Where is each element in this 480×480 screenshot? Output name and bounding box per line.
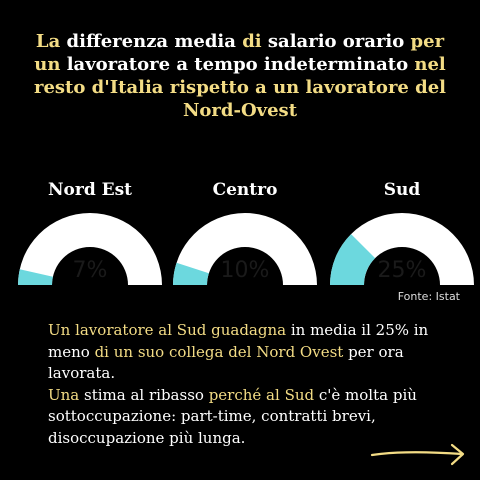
arrow-right-icon[interactable] <box>368 440 468 470</box>
title-segment: differenza media <box>60 31 243 52</box>
title-segment: per <box>410 31 445 52</box>
body-segment: di un suo collega del Nord Ovest <box>94 342 344 361</box>
body-segment: perché al Sud <box>208 385 315 404</box>
gauge-track <box>18 213 162 285</box>
body-segment: stima al ribasso <box>79 385 209 404</box>
body-segment: in media il 25% in meno <box>48 321 429 361</box>
gauge-fill <box>18 269 53 285</box>
source-note: Fonte: Istat <box>397 290 460 303</box>
body-segment: c'è molta più sottoccupazione: part-time… <box>48 385 417 447</box>
gauge-value-label: 10% <box>220 258 270 283</box>
gauge-value-label: 25% <box>377 258 427 283</box>
title-segment: La <box>35 31 61 52</box>
body-text: Un lavoratore al Sud guadagna in media i… <box>48 320 463 449</box>
body-segment: Una <box>48 385 80 404</box>
gauge-region-label: Sud <box>383 180 421 200</box>
gauge-value-label: 7% <box>72 258 108 283</box>
body-segment: Un lavoratore al Sud guadagna <box>48 321 287 339</box>
headline: La differenza media di salario orario pe… <box>20 30 460 122</box>
gauge-fill <box>173 262 209 285</box>
title-segment: lavoratore a tempo indeterminato <box>60 54 415 75</box>
title-segment: salario orario <box>261 31 411 52</box>
gauge-track <box>173 213 317 285</box>
gauge-region-label: Centro <box>212 180 278 200</box>
title-segment: nel <box>414 54 446 75</box>
gauges-svg <box>18 213 474 285</box>
title-segment: un <box>34 54 61 75</box>
title-segment: Nord-Ovest <box>182 100 298 121</box>
gauge-region-label: Nord Est <box>47 180 133 200</box>
gauges-chart: Nord Est 7% Centro 10% Sud 25% <box>18 180 474 285</box>
gauge-fill <box>330 234 376 285</box>
title-segment: di <box>242 31 262 52</box>
title-segment: resto d'Italia rispetto a un lavoratore … <box>33 77 447 98</box>
body-segment: per ora lavorata. <box>48 342 404 383</box>
